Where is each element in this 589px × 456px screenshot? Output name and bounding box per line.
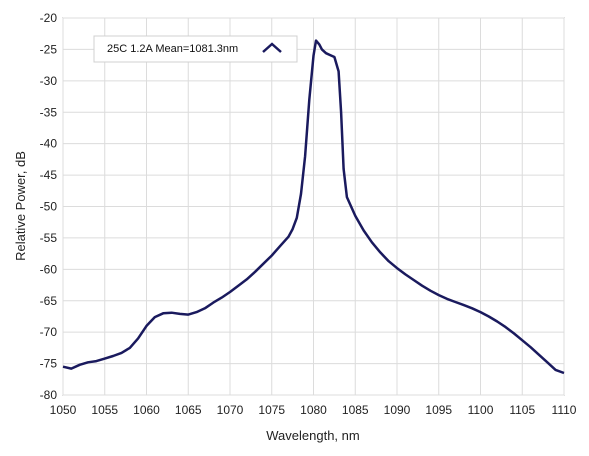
grid-lines	[62, 17, 565, 396]
series-lines	[62, 39, 565, 375]
y-tick-label: -65	[40, 294, 58, 308]
legend: 25C 1.2A Mean=1081.3nm	[93, 35, 298, 63]
y-tick-label: -20	[40, 11, 58, 25]
y-tick-label: -25	[40, 42, 58, 56]
series-line	[62, 39, 565, 375]
x-axis-label: Wavelength, nm	[266, 428, 359, 443]
x-tick-label: 1055	[91, 403, 118, 417]
x-tick-label: 1090	[384, 403, 411, 417]
legend-swatch-icon	[262, 42, 282, 53]
x-tick-label: 1070	[217, 403, 244, 417]
y-tick-label: -55	[40, 231, 58, 245]
legend-box	[93, 35, 298, 63]
y-tick-label: -75	[40, 357, 58, 371]
y-tick-label: -30	[40, 74, 58, 88]
x-tick-label: 1060	[133, 403, 160, 417]
x-tick-label: 1080	[300, 403, 327, 417]
y-tick-label: -60	[40, 262, 58, 276]
y-axis-label: Relative Power, dB	[13, 151, 28, 261]
y-tick-label: -50	[40, 200, 58, 214]
x-tick-label: 1065	[175, 403, 202, 417]
x-tick-label: 1110	[552, 403, 577, 417]
y-tick-label: -45	[40, 168, 58, 182]
x-tick-labels: 1050 1055 1060 1065 1070 1075 1080 1085 1090 1095…	[50, 403, 577, 417]
x-tick-label: 1100	[468, 403, 494, 417]
y-tick-labels: -20 -25 -30 -35 -40 -45 -50 -55 -60 -65 -70 -75 -80	[40, 11, 58, 402]
x-tick-label: 1075	[258, 403, 285, 417]
x-tick-label: 1085	[342, 403, 369, 417]
y-tick-label: -35	[40, 105, 58, 119]
x-tick-label: 1095	[425, 403, 452, 417]
y-tick-label: -70	[40, 325, 58, 339]
y-tick-label: -80	[40, 388, 58, 402]
x-tick-label: 1105	[509, 403, 535, 417]
legend-label: 25C 1.2A Mean=1081.3nm	[107, 43, 238, 55]
x-tick-label: 1050	[50, 403, 77, 417]
y-tick-label: -40	[40, 137, 58, 151]
